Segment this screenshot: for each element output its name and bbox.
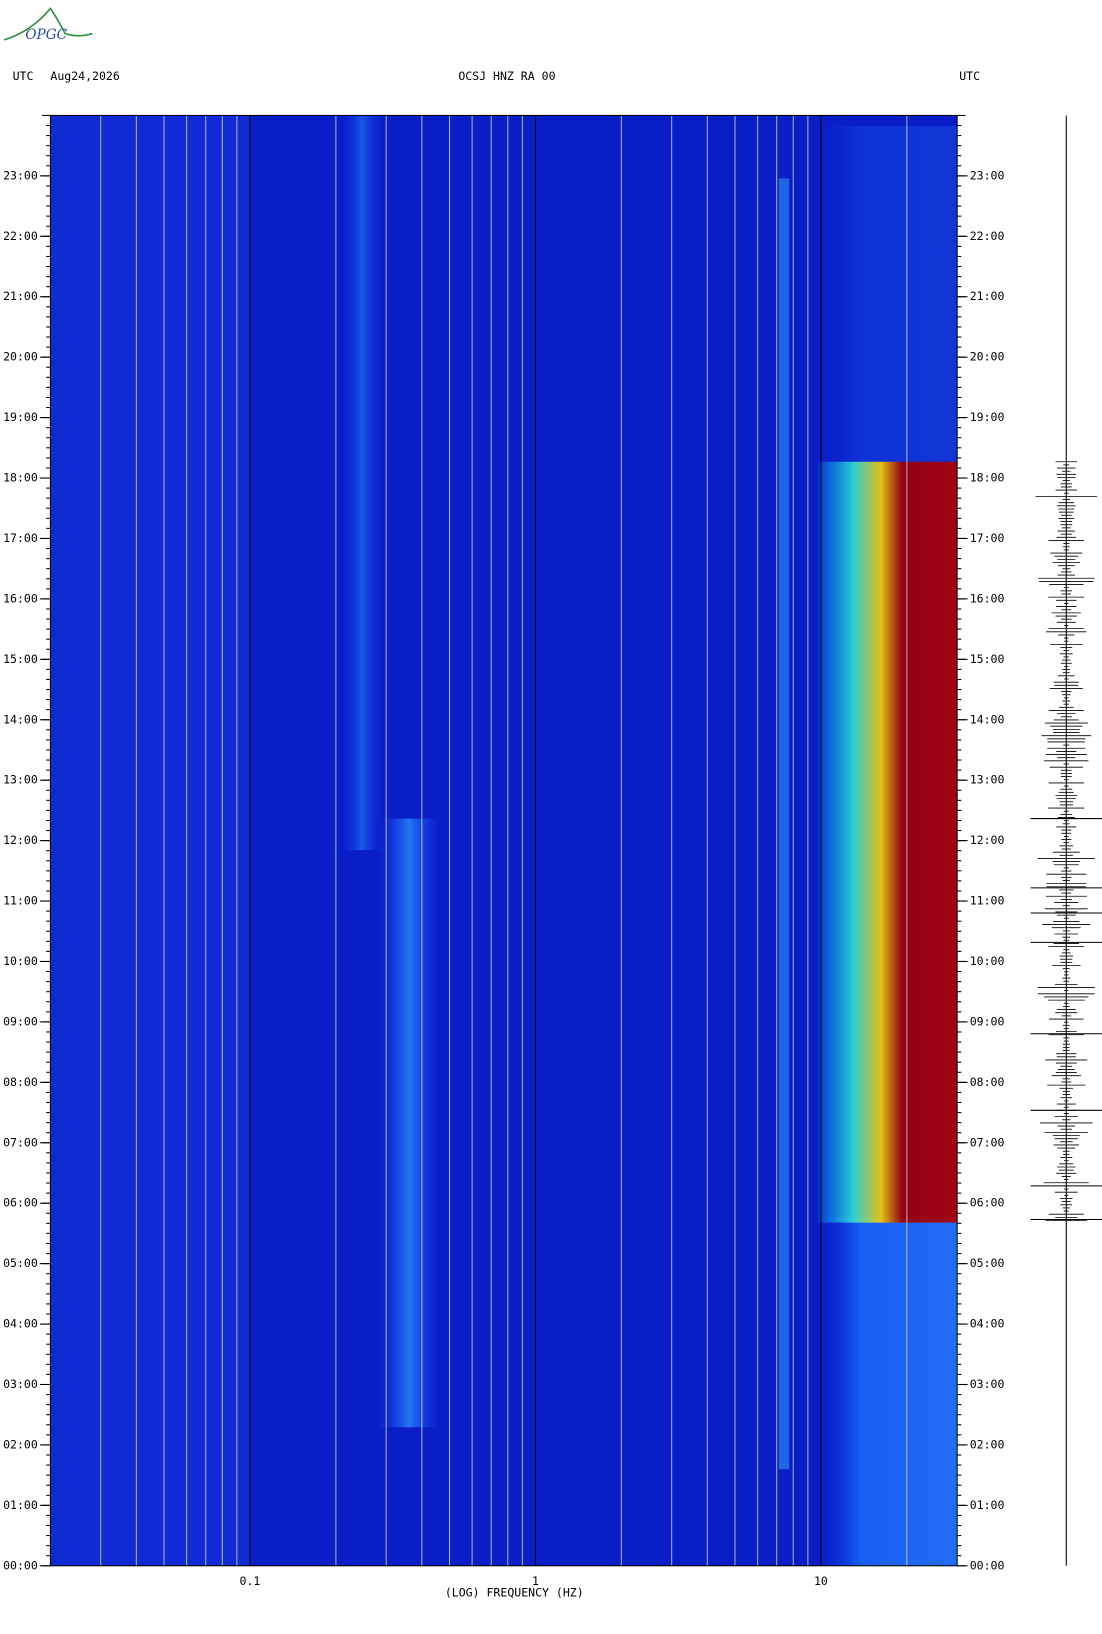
y-tick-label: 02:00 — [970, 1437, 1005, 1451]
grid — [100, 115, 908, 1566]
y-tick-label: 14:00 — [970, 712, 1005, 726]
y-tick-label: 02:00 — [3, 1437, 38, 1451]
y-tick-label: 05:00 — [970, 1256, 1005, 1270]
y-tick-label: 23:00 — [3, 168, 38, 182]
y-tick-label: 18:00 — [3, 471, 38, 485]
microseism-band — [377, 818, 441, 1428]
y-tick-label: 06:00 — [3, 1196, 38, 1210]
line-10hz — [778, 178, 790, 1470]
date: Aug24,2026 — [50, 69, 119, 83]
y-tick-label: 03:00 — [3, 1377, 38, 1391]
y-tick-label: 18:00 — [970, 471, 1005, 485]
y-tick-label: 08:00 — [3, 1075, 38, 1089]
y-tick-label: 22:00 — [970, 229, 1005, 243]
y-tick-label: 13:00 — [3, 773, 38, 787]
y-tick-label: 10:00 — [3, 954, 38, 968]
y-tick-label: 21:00 — [3, 289, 38, 303]
y-tick-label: 04:00 — [970, 1317, 1005, 1331]
y-tick-label: 14:00 — [3, 712, 38, 726]
y-tick-label: 05:00 — [3, 1256, 38, 1270]
chart-title: OCSJ HNZ RA 00 — [458, 69, 555, 83]
logo-swoosh — [4, 7, 93, 41]
spectrogram — [50, 115, 958, 1566]
x-axis-label: (LOG) FREQUENCY (HZ) — [445, 1586, 584, 1600]
y-tick-label: 03:00 — [970, 1377, 1005, 1391]
y-tick-label: 12:00 — [3, 833, 38, 847]
y-tick-label: 09:00 — [970, 1014, 1005, 1028]
y-tick-label: 21:00 — [970, 289, 1005, 303]
y-tick-label: 10:00 — [970, 954, 1005, 968]
y-tick-label: 20:00 — [3, 350, 38, 364]
y-tick-label: 15:00 — [970, 652, 1005, 666]
activity-region — [818, 461, 958, 1223]
y-tick-label: 04:00 — [3, 1317, 38, 1331]
y-tick-label: 11:00 — [3, 894, 38, 908]
y-tick-label: 01:00 — [3, 1498, 38, 1512]
y-tick-label: 20:00 — [970, 350, 1005, 364]
y-tick-label: 22:00 — [3, 229, 38, 243]
y-tick-label: 19:00 — [3, 410, 38, 424]
y-tick-label: 07:00 — [970, 1135, 1005, 1149]
x-tick-label: 1 — [532, 1574, 539, 1588]
y-tick-label: 19:00 — [970, 410, 1005, 424]
y-tick-label: 00:00 — [970, 1558, 1005, 1572]
low-frequency-shade — [50, 115, 250, 1566]
y-tick-label: 11:00 — [970, 894, 1005, 908]
x-tick-label: 10 — [814, 1574, 828, 1588]
right-axis-label: UTC — [959, 69, 980, 83]
seismogram — [1030, 461, 1102, 1221]
x-tick-label: 0.1 — [240, 1574, 261, 1588]
logo: OPGC — [25, 27, 67, 43]
y-tick-label: 13:00 — [970, 773, 1005, 787]
y-tick-label: 16:00 — [970, 591, 1005, 605]
y-tick-label: 15:00 — [3, 652, 38, 666]
microseism-band — [341, 115, 384, 851]
y-tick-label: 17:00 — [970, 531, 1005, 545]
y-tick-label: 16:00 — [3, 591, 38, 605]
y-tick-label: 00:00 — [3, 1558, 38, 1572]
noise-region — [818, 125, 958, 462]
y-tick-label: 09:00 — [3, 1014, 38, 1028]
y-tick-label: 07:00 — [3, 1135, 38, 1149]
y-tick-label: 17:00 — [3, 531, 38, 545]
noise-region — [818, 1217, 958, 1566]
left-axis-label: UTC — [13, 69, 34, 83]
y-tick-label: 23:00 — [970, 168, 1005, 182]
y-tick-label: 06:00 — [970, 1196, 1005, 1210]
y-tick-label: 01:00 — [970, 1498, 1005, 1512]
y-tick-label: 12:00 — [970, 833, 1005, 847]
y-tick-label: 08:00 — [970, 1075, 1005, 1089]
